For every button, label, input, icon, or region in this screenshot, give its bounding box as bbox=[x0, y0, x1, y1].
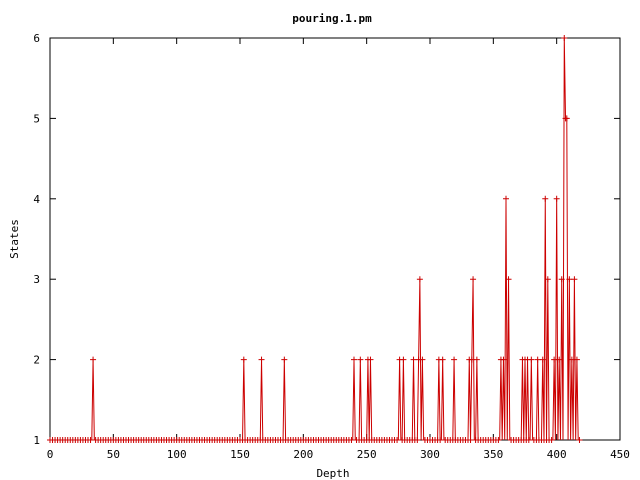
y-tick-label: 5 bbox=[33, 112, 40, 125]
x-tick-label: 50 bbox=[107, 448, 120, 461]
x-tick-label: 150 bbox=[230, 448, 250, 461]
data-point bbox=[539, 356, 546, 363]
y-axis-label: States bbox=[8, 219, 21, 259]
data-point bbox=[503, 195, 509, 202]
data-point bbox=[87, 437, 94, 443]
data-point bbox=[414, 437, 421, 443]
data-point bbox=[416, 276, 423, 283]
x-tick-label: 450 bbox=[610, 448, 630, 461]
data-point bbox=[542, 195, 549, 202]
plot-frame bbox=[49, 37, 621, 441]
data-point bbox=[558, 276, 565, 283]
x-tick-label: 350 bbox=[483, 448, 503, 461]
data-point bbox=[553, 195, 560, 202]
y-tick-label: 2 bbox=[33, 354, 40, 367]
data-point bbox=[566, 276, 573, 283]
x-tick-label: 300 bbox=[420, 448, 440, 461]
data-point bbox=[534, 356, 541, 363]
data-point bbox=[544, 276, 551, 283]
data-point bbox=[576, 437, 583, 443]
data-point bbox=[470, 276, 477, 283]
x-tick-label: 200 bbox=[293, 448, 313, 461]
data-point bbox=[505, 276, 512, 283]
data-point bbox=[468, 356, 475, 363]
data-point bbox=[467, 437, 474, 443]
data-point bbox=[258, 356, 265, 363]
data-point bbox=[90, 356, 97, 363]
x-axis-label: Depth bbox=[316, 467, 349, 480]
data-point bbox=[419, 356, 426, 363]
data-point bbox=[473, 356, 480, 363]
data-point bbox=[495, 437, 502, 443]
data-point bbox=[451, 356, 458, 363]
data-point bbox=[281, 356, 288, 363]
data-point bbox=[240, 356, 247, 363]
data-point bbox=[548, 437, 555, 443]
x-tick-label: 250 bbox=[357, 448, 377, 461]
series-line bbox=[50, 37, 580, 441]
data-point bbox=[500, 356, 507, 363]
data-point bbox=[563, 115, 570, 122]
data-point bbox=[561, 35, 568, 41]
data-point bbox=[351, 356, 357, 363]
data-point bbox=[367, 356, 374, 363]
x-tick-label: 400 bbox=[547, 448, 567, 461]
data-point bbox=[573, 356, 580, 363]
y-tick-label: 1 bbox=[33, 434, 40, 447]
data-point bbox=[556, 356, 563, 363]
data-point bbox=[551, 356, 558, 363]
y-tick-label: 4 bbox=[33, 193, 40, 206]
data-point bbox=[348, 437, 355, 443]
x-tick-label: 100 bbox=[167, 448, 187, 461]
data-point bbox=[357, 356, 364, 363]
axis-ticks: 0 50 100 150 200 250 300 350 400 450 1 2 3 4 5 6 bbox=[33, 32, 630, 461]
y-tick-label: 3 bbox=[33, 273, 40, 286]
data-point bbox=[400, 356, 407, 363]
data-point bbox=[528, 356, 535, 363]
data-point bbox=[571, 276, 578, 283]
y-tick-label: 6 bbox=[33, 32, 40, 45]
data-point bbox=[437, 437, 444, 443]
chart-title: pouring.1.pm bbox=[292, 12, 372, 25]
data-point bbox=[394, 437, 401, 443]
data-point bbox=[439, 356, 446, 363]
data-point bbox=[568, 356, 575, 363]
data-point bbox=[410, 356, 417, 363]
x-tick-label: 0 bbox=[47, 448, 54, 461]
data-series bbox=[47, 35, 583, 443]
data-point bbox=[525, 437, 532, 443]
